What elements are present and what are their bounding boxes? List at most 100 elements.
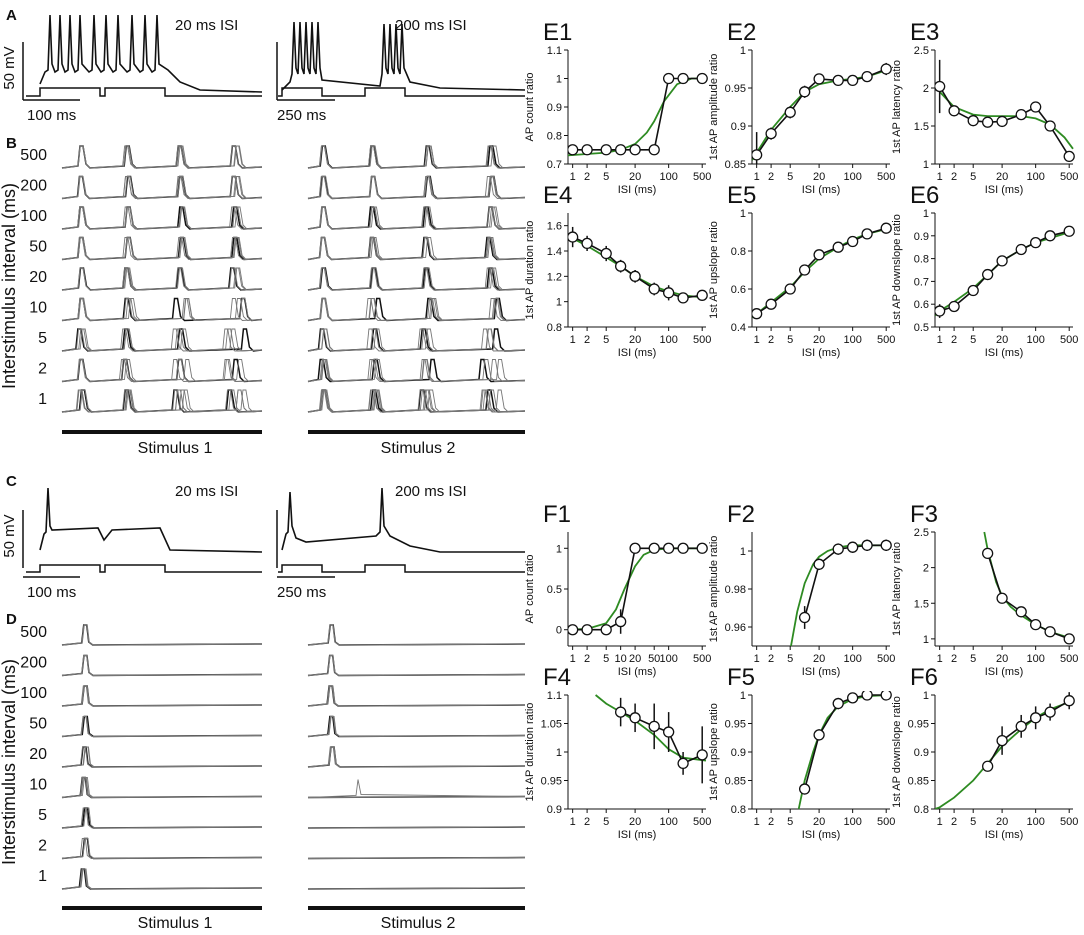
x-tick-label: 20: [813, 816, 825, 828]
x-tick-label: 50: [648, 653, 660, 665]
y-tick-label: 0.4: [731, 322, 746, 334]
raster-trace: [61, 267, 263, 291]
isi-label-left: 20 ms ISI: [175, 17, 238, 34]
raster-row-label: 100: [20, 208, 47, 225]
y-tick-label: 0.85: [725, 159, 746, 171]
raster-trace: [61, 624, 263, 646]
chart-title: E3: [910, 19, 939, 46]
chart-plot-area: [935, 59, 1075, 163]
raster-trace: [307, 746, 526, 768]
raster-trace: [307, 716, 526, 737]
y-tick-label: 0.6: [731, 284, 746, 296]
data-point: [1063, 633, 1075, 645]
x-tick-label: 1: [570, 334, 576, 346]
raster-trace: [307, 654, 526, 677]
y-tick-label: 0.95: [908, 719, 929, 731]
data-point: [799, 611, 811, 624]
raster-trace: [307, 716, 526, 737]
raster-trace: [61, 685, 263, 707]
y-axis-label: 1st AP latency ratio: [891, 542, 903, 636]
data-point: [982, 116, 994, 128]
mv-scale-label: 50 mV: [1, 46, 18, 89]
data-point: [677, 757, 689, 770]
y-tick-label: 1.1: [547, 690, 562, 702]
chart-plot-area: [752, 222, 892, 320]
y-tick-label: 1: [740, 208, 746, 220]
raster-trace: [307, 655, 526, 676]
data-point: [677, 72, 689, 85]
raster-trace: [307, 685, 526, 707]
raster-trace: [61, 746, 263, 768]
x-axis-label: ISI (ms): [985, 347, 1024, 359]
y-tick-label: 1.2: [547, 271, 562, 283]
x-tick-label: 5: [603, 653, 609, 665]
x-tick-label: 2: [951, 334, 957, 346]
chart-title: F1: [543, 501, 571, 528]
raster-trace: [61, 267, 263, 291]
x-tick-label: 2: [951, 653, 957, 665]
y-axis-label: 1st AP downslope ratio: [891, 214, 903, 326]
data-point: [696, 542, 708, 554]
raster-row-label: 2: [38, 838, 47, 855]
data-point: [982, 547, 994, 560]
chart-plot-area: [752, 62, 892, 164]
data-point: [846, 692, 859, 704]
x-tick-label: 1: [937, 334, 943, 346]
raster-row-label: 100: [20, 685, 47, 702]
raster-row-label: 10: [29, 777, 47, 794]
raster-panel-D: D Interstimulus interval (ms) 500 200 100 50 2…: [0, 611, 526, 932]
y-axis-label: 1st AP amplitude ratio: [708, 536, 720, 643]
data-point: [568, 144, 579, 156]
raster-trace: [307, 746, 526, 768]
data-point: [813, 558, 825, 570]
x-tick-label: 5: [970, 334, 976, 346]
raster-trace: [61, 777, 263, 798]
y-tick-label: 0.96: [725, 622, 746, 634]
raster-trace: [307, 716, 526, 737]
y-axis-label: 1st AP duration ratio: [524, 703, 536, 802]
raster-trace: [61, 716, 263, 737]
chart-title: F6: [910, 664, 938, 691]
x-tick-label: 20: [629, 171, 641, 183]
y-tick-label: 0.8: [914, 804, 929, 816]
raster-trace: [61, 716, 263, 737]
voltage-trace-left: [39, 14, 263, 93]
data-point: [696, 749, 708, 761]
data-point: [677, 542, 689, 554]
data-point: [832, 74, 844, 87]
chart-title: E1: [543, 19, 572, 46]
x-axis-label: ISI (ms): [985, 184, 1024, 196]
data-point: [629, 144, 641, 156]
x-tick-label: 1: [570, 171, 576, 183]
raster-trace: [307, 887, 526, 890]
data-point: [662, 287, 675, 299]
raster-trace: [61, 654, 263, 677]
x-tick-label: 2: [951, 171, 957, 183]
data-point: [752, 149, 763, 161]
y-tick-label: 0.5: [547, 584, 562, 596]
x-tick-label: 500: [1060, 653, 1078, 665]
raster-row-label: 500: [20, 147, 47, 164]
raster-trace: [307, 328, 526, 352]
raster-trace: [61, 807, 263, 829]
data-point: [982, 268, 994, 281]
data-point: [996, 115, 1008, 128]
x-tick-label: 100: [1026, 171, 1044, 183]
raster-trace: [61, 776, 263, 799]
raster-trace: [307, 176, 526, 199]
trace-panel-C: C 20 ms ISI 200 ms ISI 50 mV 100 ms 250 ms: [1, 473, 525, 601]
x-tick-label: 100: [659, 816, 677, 828]
data-point: [662, 72, 675, 85]
raster-trace: [307, 206, 526, 230]
raster-trace: [307, 389, 526, 413]
data-point: [813, 73, 825, 85]
raster-trace: [307, 826, 526, 829]
raster-trace: [307, 298, 526, 321]
chart-title: E6: [910, 182, 939, 209]
y-tick-label: 0.5: [914, 322, 929, 334]
data-point: [1029, 236, 1042, 249]
y-axis-label: 1st AP downslope ratio: [891, 696, 903, 808]
raster-trace: [307, 685, 526, 707]
